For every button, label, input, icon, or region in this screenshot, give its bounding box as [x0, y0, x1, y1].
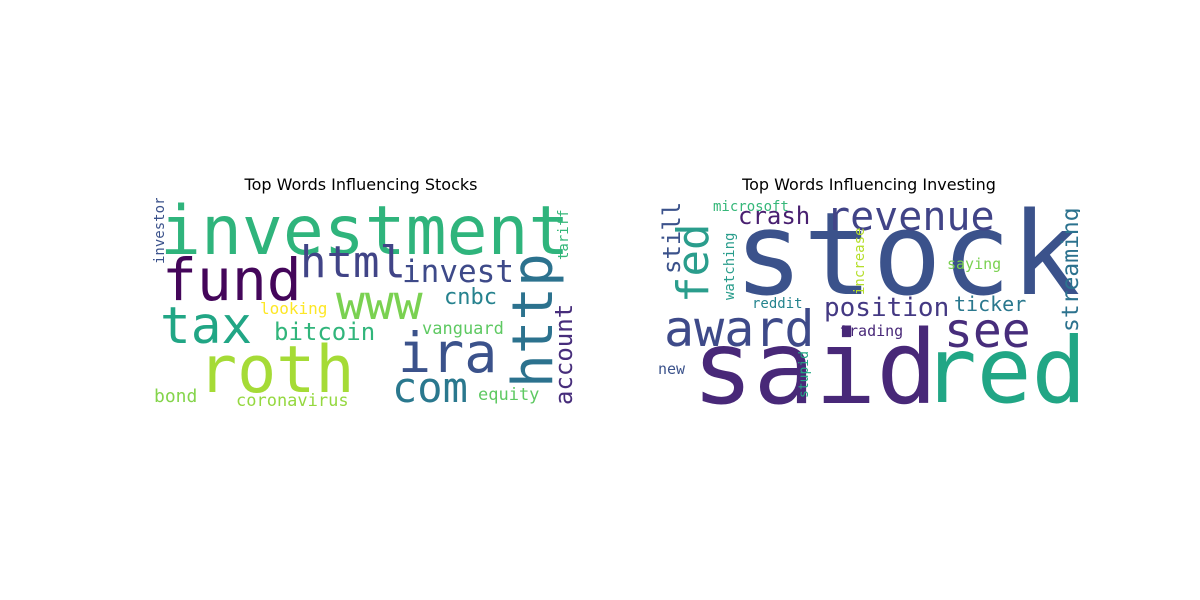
word-roth: roth	[198, 333, 355, 408]
word-red: red	[922, 319, 1080, 410]
right-panel-title: Top Words Influencing Investing	[742, 175, 996, 194]
word-html: html	[300, 237, 406, 288]
word-streaming: streaming	[1058, 207, 1080, 332]
word-said: said	[692, 309, 938, 410]
word-still: still	[658, 202, 686, 274]
word-revenue: revenue	[826, 198, 995, 240]
word-bitcoin: bitcoin	[274, 318, 375, 346]
word-http: http	[501, 253, 566, 388]
word-vanguard: vanguard	[422, 319, 504, 339]
word-tax: tax	[160, 297, 252, 356]
word-reddit: reddit	[752, 296, 803, 312]
word-stupid: stupid	[797, 351, 812, 398]
word-saying: saying	[947, 255, 1001, 273]
word-investment: investment	[160, 198, 569, 271]
word-award: award	[664, 300, 815, 358]
word-coronavirus: coronavirus	[236, 391, 349, 410]
left-panel-title: Top Words Influencing Stocks	[244, 175, 478, 194]
word-com: com	[392, 363, 468, 410]
word-crash: crash	[738, 202, 810, 230]
word-microsoft: microsoft	[713, 199, 789, 215]
word-fund: fund	[162, 246, 302, 314]
word-trading: trading	[840, 322, 903, 340]
word-tariff: tariff	[556, 209, 572, 260]
word-position: position	[824, 293, 949, 323]
word-increase: increase	[852, 228, 868, 295]
word-ticker: ticker	[954, 292, 1026, 316]
word-www: www	[336, 275, 423, 331]
word-equity: equity	[478, 385, 539, 405]
word-bond: bond	[154, 386, 197, 407]
word-looking: looking	[260, 299, 327, 318]
word-ira: ira	[398, 321, 497, 385]
word-watching: watching	[722, 233, 738, 300]
word-account: account	[550, 304, 574, 405]
word-new: new	[658, 360, 686, 378]
word-investor: investor	[152, 198, 168, 264]
word-stock: stock	[734, 198, 1080, 322]
word-see: see	[944, 303, 1031, 359]
word-invest: invest	[402, 254, 514, 290]
word-cnbc: cnbc	[444, 285, 497, 310]
word-fed: fed	[668, 224, 719, 303]
